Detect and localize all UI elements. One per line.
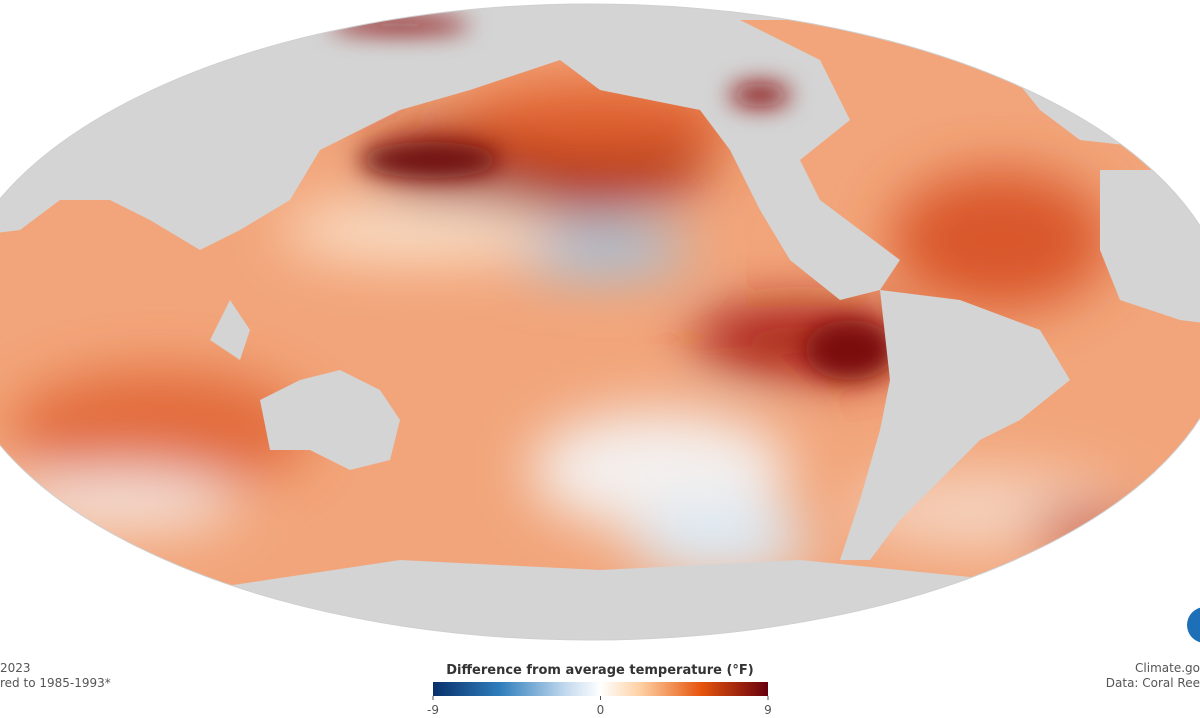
legend-title: Difference from average temperature (°F) <box>446 663 753 678</box>
credit-line: Data: Coral Ree <box>1106 676 1200 690</box>
logo <box>1187 607 1200 643</box>
map <box>0 4 1200 640</box>
note-line: red to 1985-1993* <box>0 676 111 690</box>
colorbar-tick-label: 9 <box>764 703 772 717</box>
note-line: 2023 <box>0 661 31 675</box>
colorbar-tick-label: 0 <box>597 703 605 717</box>
colorbar-tick-label: -9 <box>427 703 439 717</box>
colorbar <box>433 682 768 696</box>
globe-outline <box>0 3 1200 641</box>
credit-line: Climate.go <box>1135 661 1200 675</box>
